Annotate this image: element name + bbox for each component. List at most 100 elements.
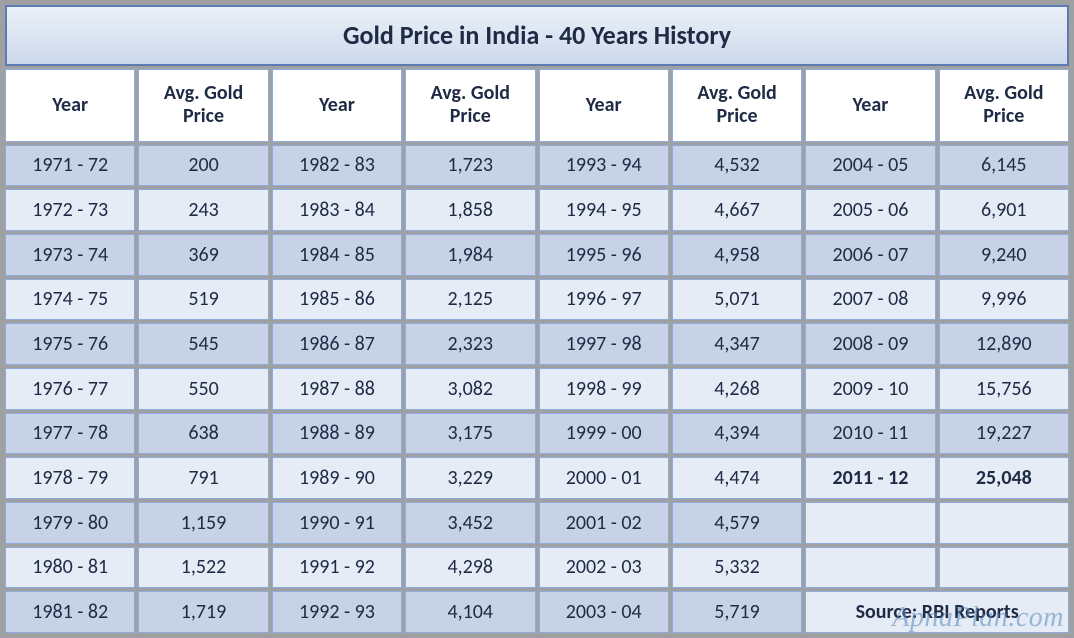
table-body: 1971 - 722001982 - 831,7231993 - 944,532… bbox=[5, 145, 1069, 633]
table-cell: 1990 - 91 bbox=[272, 502, 402, 544]
table-cell: 1994 - 95 bbox=[539, 189, 669, 231]
gold-price-table: Gold Price in India - 40 Years History Y… bbox=[2, 2, 1072, 636]
table-cell: 2010 - 11 bbox=[805, 413, 935, 455]
table-cell: 519 bbox=[138, 279, 268, 321]
table-cell: 4,104 bbox=[405, 591, 535, 633]
table-cell bbox=[805, 502, 935, 544]
table-cell: 2001 - 02 bbox=[539, 502, 669, 544]
table-cell: 6,901 bbox=[939, 189, 1069, 231]
table-cell: 1985 - 86 bbox=[272, 279, 402, 321]
table-cell: 19,227 bbox=[939, 413, 1069, 455]
table-cell bbox=[939, 502, 1069, 544]
table-cell: 4,268 bbox=[672, 368, 802, 410]
table-cell: 1993 - 94 bbox=[539, 145, 669, 187]
table-cell: 4,532 bbox=[672, 145, 802, 187]
table-cell: 1996 - 97 bbox=[539, 279, 669, 321]
table-cell: 1972 - 73 bbox=[5, 189, 135, 231]
table-title: Gold Price in India - 40 Years History bbox=[5, 5, 1069, 66]
table-cell: 4,474 bbox=[672, 457, 802, 499]
table-cell: 15,756 bbox=[939, 368, 1069, 410]
table-cell: 4,667 bbox=[672, 189, 802, 231]
table-cell: 1974 - 75 bbox=[5, 279, 135, 321]
table-row: 1981 - 821,7191992 - 934,1042003 - 045,7… bbox=[5, 591, 1069, 633]
table-cell: 1979 - 80 bbox=[5, 502, 135, 544]
table-cell: 2004 - 05 bbox=[805, 145, 935, 187]
table-cell: 1976 - 77 bbox=[5, 368, 135, 410]
col-header: Year bbox=[805, 69, 935, 142]
table-cell: 5,719 bbox=[672, 591, 802, 633]
table-cell: 2008 - 09 bbox=[805, 323, 935, 365]
table-row: 1980 - 811,5221991 - 924,2982002 - 035,3… bbox=[5, 547, 1069, 589]
table-cell: 2006 - 07 bbox=[805, 234, 935, 276]
table-cell: 369 bbox=[138, 234, 268, 276]
table-cell: 3,082 bbox=[405, 368, 535, 410]
table-cell: 4,958 bbox=[672, 234, 802, 276]
table-cell: 1973 - 74 bbox=[5, 234, 135, 276]
table-cell: 4,298 bbox=[405, 547, 535, 589]
table-cell: 1,723 bbox=[405, 145, 535, 187]
table-cell: 1998 - 99 bbox=[539, 368, 669, 410]
table-row: 1973 - 743691984 - 851,9841995 - 964,958… bbox=[5, 234, 1069, 276]
table-cell: 1997 - 98 bbox=[539, 323, 669, 365]
table-cell: 4,579 bbox=[672, 502, 802, 544]
table-row: 1978 - 797911989 - 903,2292000 - 014,474… bbox=[5, 457, 1069, 499]
table-cell: 638 bbox=[138, 413, 268, 455]
table-cell: 1995 - 96 bbox=[539, 234, 669, 276]
table-cell: 9,240 bbox=[939, 234, 1069, 276]
table-cell: 1983 - 84 bbox=[272, 189, 402, 231]
table-row: 1976 - 775501987 - 883,0821998 - 994,268… bbox=[5, 368, 1069, 410]
table-cell: 1987 - 88 bbox=[272, 368, 402, 410]
table-cell: 1,719 bbox=[138, 591, 268, 633]
table-cell: 1975 - 76 bbox=[5, 323, 135, 365]
table-cell: 1991 - 92 bbox=[272, 547, 402, 589]
table-row: 1971 - 722001982 - 831,7231993 - 944,532… bbox=[5, 145, 1069, 187]
table-cell: 3,175 bbox=[405, 413, 535, 455]
table-cell: 9,996 bbox=[939, 279, 1069, 321]
table-row: 1979 - 801,1591990 - 913,4522001 - 024,5… bbox=[5, 502, 1069, 544]
table-cell: 1,858 bbox=[405, 189, 535, 231]
table-cell: 3,229 bbox=[405, 457, 535, 499]
col-header: Avg. Gold Price bbox=[939, 69, 1069, 142]
table-cell: 1,159 bbox=[138, 502, 268, 544]
table-cell: 5,332 bbox=[672, 547, 802, 589]
table-cell: 2,323 bbox=[405, 323, 535, 365]
col-header: Year bbox=[539, 69, 669, 142]
table-cell bbox=[805, 547, 935, 589]
col-header: Avg. Gold Price bbox=[405, 69, 535, 142]
table-cell: 2000 - 01 bbox=[539, 457, 669, 499]
table-cell: 2009 - 10 bbox=[805, 368, 935, 410]
table-cell: 1978 - 79 bbox=[5, 457, 135, 499]
table-cell: 25,048 bbox=[939, 457, 1069, 499]
table-container: Gold Price in India - 40 Years History Y… bbox=[0, 0, 1074, 638]
header-row: Year Avg. Gold Price Year Avg. Gold Pric… bbox=[5, 69, 1069, 142]
table-cell: 243 bbox=[138, 189, 268, 231]
table-cell: 6,145 bbox=[939, 145, 1069, 187]
table-row: 1977 - 786381988 - 893,1751999 - 004,394… bbox=[5, 413, 1069, 455]
table-cell: 1981 - 82 bbox=[5, 591, 135, 633]
table-cell: 1988 - 89 bbox=[272, 413, 402, 455]
table-cell: 3,452 bbox=[405, 502, 535, 544]
table-cell: 545 bbox=[138, 323, 268, 365]
table-cell: 1986 - 87 bbox=[272, 323, 402, 365]
title-row: Gold Price in India - 40 Years History bbox=[5, 5, 1069, 66]
table-cell: 1980 - 81 bbox=[5, 547, 135, 589]
col-header: Avg. Gold Price bbox=[672, 69, 802, 142]
table-cell: 550 bbox=[138, 368, 268, 410]
table-cell: 4,347 bbox=[672, 323, 802, 365]
col-header: Year bbox=[5, 69, 135, 142]
table-cell: 2,125 bbox=[405, 279, 535, 321]
table-cell: 200 bbox=[138, 145, 268, 187]
col-header: Year bbox=[272, 69, 402, 142]
table-cell: 1989 - 90 bbox=[272, 457, 402, 499]
table-cell bbox=[939, 547, 1069, 589]
table-cell: 1982 - 83 bbox=[272, 145, 402, 187]
table-cell: 4,394 bbox=[672, 413, 802, 455]
table-row: 1974 - 755191985 - 862,1251996 - 975,071… bbox=[5, 279, 1069, 321]
table-cell: 1,522 bbox=[138, 547, 268, 589]
table-cell: 1,984 bbox=[405, 234, 535, 276]
table-cell: 2011 - 12 bbox=[805, 457, 935, 499]
table-cell: 5,071 bbox=[672, 279, 802, 321]
col-header: Avg. Gold Price bbox=[138, 69, 268, 142]
table-cell: 1977 - 78 bbox=[5, 413, 135, 455]
table-cell: 1971 - 72 bbox=[5, 145, 135, 187]
